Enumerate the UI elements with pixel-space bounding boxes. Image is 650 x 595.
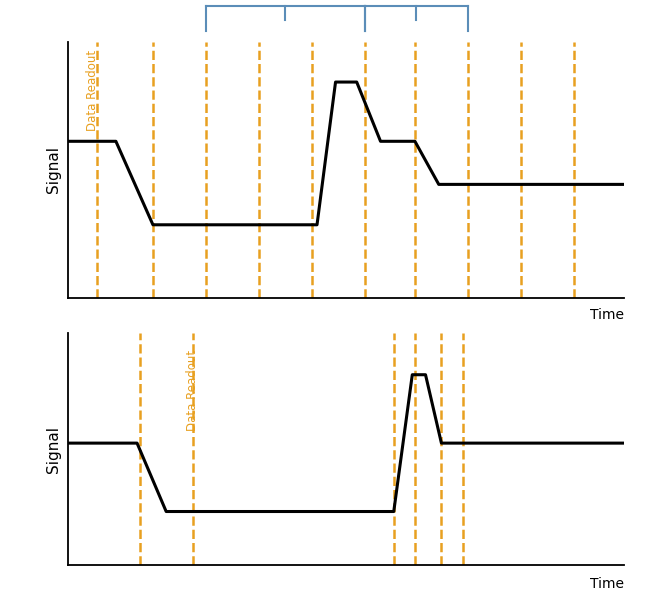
- Y-axis label: Signal: Signal: [46, 426, 61, 472]
- Y-axis label: Signal: Signal: [46, 146, 61, 193]
- Text: Time: Time: [590, 308, 624, 322]
- Text: Data Readout: Data Readout: [186, 350, 199, 431]
- Text: Time: Time: [590, 577, 624, 591]
- Text: Data Readout: Data Readout: [86, 49, 99, 130]
